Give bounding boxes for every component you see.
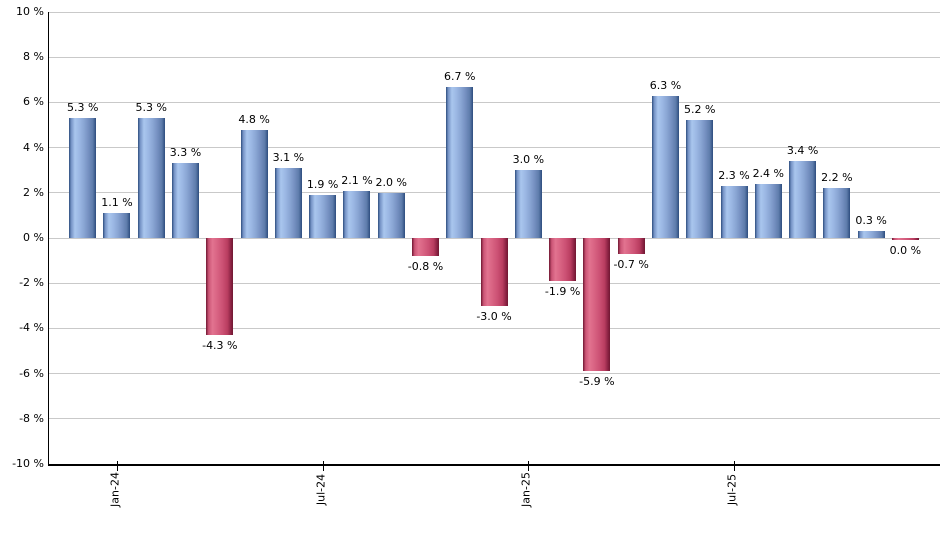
y-axis-tick-label: -2 % [19,276,44,290]
negative-return-bar [617,238,645,254]
bar-value-label: -0.8 % [407,260,444,274]
positive-return-bar [309,195,337,238]
gridline--8 [48,418,940,420]
bar-value-label: 3.4 % [786,144,819,158]
bar-value-label: -0.7 % [613,257,649,271]
bar-value-label: 3.3 % [169,146,202,160]
bar-value-label: -5.9 % [579,375,615,389]
bar-value-label: 1.9 % [306,178,339,192]
bar-value-label: 3.0 % [512,153,545,167]
positive-return-bar [514,170,542,238]
bar-value-label: 2.0 % [375,175,407,189]
bar-value-label: 5.3 % [135,101,167,115]
x-axis-tick-label: Jul-24 [314,473,328,506]
y-axis-tick-label: -6 % [19,366,44,380]
y-axis-tick-label: 6 % [23,95,44,109]
bar-value-label: 0.3 % [855,214,887,228]
positive-return-bar [274,167,302,238]
y-axis-tick-label: -10 % [12,457,44,470]
bar-value-label: -4.3 % [202,339,238,353]
x-axis-tick [528,461,530,471]
gridline-4 [48,147,940,149]
bar-value-label: 1.1 % [101,196,133,210]
y-axis-tick-label: 0 % [23,231,44,244]
positive-return-bar [69,118,97,238]
x-axis-tick-label: Jul-25 [725,473,739,506]
bar-value-label: 2.2 % [821,171,853,185]
positive-return-bar [686,120,714,238]
bar-value-label: 6.7 % [444,69,476,83]
bar-value-label: 2.3 % [718,169,750,183]
x-axis-tick [734,461,736,471]
gridline-8 [48,56,940,58]
y-axis-tick-label: 8 % [23,50,44,64]
y-axis-tick-label: -4 % [19,321,44,335]
negative-return-bar [480,238,508,306]
negative-return-bar [412,238,439,257]
positive-return-bar [651,95,679,238]
bar-value-label: -1.9 % [544,284,581,298]
positive-return-bar [789,161,817,238]
y-axis-tick-label: 10 % [16,5,44,18]
negative-return-bar [583,238,611,372]
bar-value-label: 5.2 % [684,103,716,117]
gridline-2 [48,192,940,194]
gridline--6 [48,373,940,375]
bar-value-label: -3.0 % [476,309,512,323]
positive-return-bar [172,163,200,238]
positive-return-bar [720,186,748,238]
bar-value-label: 0.0 % [889,243,922,257]
y-axis-tick-label: 2 % [23,185,44,199]
negative-return-bar [206,238,234,336]
positive-return-bar [446,86,474,238]
bar-value-label: 3.1 % [272,150,305,164]
y-axis-tick-label: -8 % [19,411,44,425]
x-axis-tick-label: Jan-25 [519,472,533,507]
positive-return-bar [377,192,405,238]
gridline-10 [48,11,940,13]
bar-value-label: 5.3 % [66,101,99,115]
positive-return-bar [240,129,268,238]
x-axis-tick [322,461,324,471]
gridline--4 [48,327,940,329]
x-axis-line [48,464,940,466]
positive-return-bar [343,190,371,238]
x-axis-tick [116,461,118,471]
bar-value-label: 6.3 % [649,78,682,92]
positive-return-bar [823,188,851,238]
gridline-6 [48,101,940,103]
bar-value-label: 4.8 % [238,112,270,126]
positive-return-bar [857,231,885,238]
y-axis-line [48,12,49,466]
x-axis-tick-label: Jan-24 [108,472,122,507]
bar-value-label: 2.4 % [752,166,785,180]
negative-return-bar [549,238,577,281]
y-axis-tick-label: 4 % [23,140,44,154]
positive-return-bar [137,118,165,238]
bar-value-label: 2.1 % [341,173,373,187]
positive-return-bar [103,213,131,238]
positive-return-bar [754,183,782,238]
negative-return-bar [891,238,919,240]
